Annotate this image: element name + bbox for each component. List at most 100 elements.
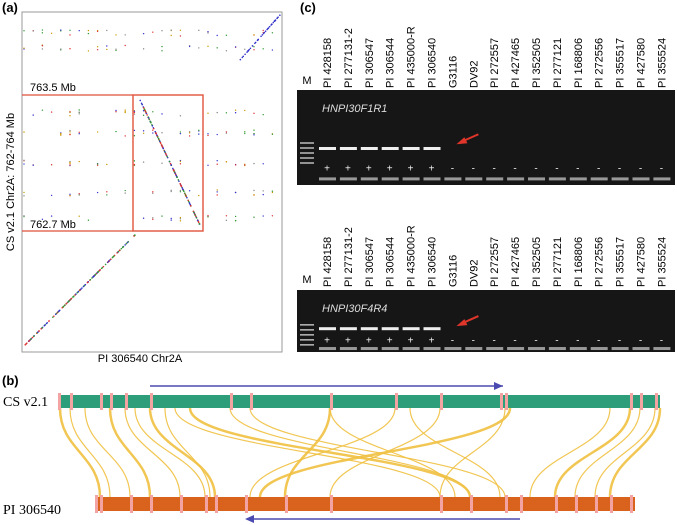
ladder-band: [300, 329, 314, 331]
dot: [37, 331, 39, 333]
lane-label: PI 306540: [427, 237, 439, 287]
dot: [273, 20, 276, 23]
x-axis-label: PI 306540 Chr2A: [98, 353, 183, 365]
dot: [179, 189, 182, 192]
dot: [179, 29, 182, 31]
dot: [43, 324, 46, 327]
dot: [68, 300, 70, 302]
block: [395, 393, 398, 410]
block: [630, 495, 633, 513]
band: [402, 147, 420, 150]
dot: [64, 304, 66, 306]
dot: [198, 29, 200, 32]
dot: [78, 131, 80, 134]
dot: [33, 335, 35, 337]
dot: [234, 46, 237, 48]
dot: [60, 29, 62, 31]
ladder-band: [300, 162, 314, 164]
dot: [77, 290, 80, 293]
score: -: [513, 335, 516, 346]
dot: [89, 278, 92, 281]
dot: [148, 118, 151, 121]
score: +: [366, 164, 372, 175]
dot: [143, 108, 146, 110]
dot: [41, 32, 44, 34]
dot: [225, 112, 228, 114]
score: +: [366, 335, 372, 346]
dot: [78, 113, 80, 115]
lane-label: PI 428158: [322, 38, 334, 88]
ladder-band: [300, 147, 314, 149]
dot: [262, 29, 264, 32]
dot: [157, 138, 160, 140]
dot: [23, 195, 25, 197]
dot: [198, 133, 200, 135]
dot: [133, 160, 136, 162]
band: [319, 347, 336, 351]
lane-label: PI 306547: [364, 38, 376, 88]
dot: [115, 49, 117, 52]
dot: [87, 50, 90, 52]
dot: [207, 31, 209, 33]
y-axis-label: CS v2.1 Chr2A: 762-764 Mb: [5, 113, 17, 251]
band: [569, 177, 587, 181]
dot: [142, 106, 145, 109]
dot: [216, 111, 218, 114]
gel-name: HNPI30F1R1: [322, 103, 387, 115]
marker-label: 762.7 Mb: [30, 219, 76, 231]
dot: [41, 45, 44, 47]
dot: [183, 192, 186, 194]
link: [258, 407, 512, 498]
dot: [188, 135, 191, 137]
dot: [188, 131, 191, 133]
dot: [216, 194, 218, 196]
dot: [161, 146, 164, 148]
block: [520, 495, 523, 513]
band: [611, 347, 629, 351]
dot: [69, 193, 71, 196]
lane-label: M: [302, 274, 311, 286]
dot: [69, 48, 71, 50]
dot: [276, 17, 278, 20]
dot: [207, 133, 209, 135]
dot: [69, 160, 71, 163]
dot: [78, 160, 80, 163]
dot: [247, 50, 249, 52]
dot: [244, 53, 246, 56]
score: +: [408, 335, 414, 346]
dot: [179, 220, 182, 222]
ladder-band: [300, 142, 314, 144]
lane-label: PI 355517: [615, 237, 627, 287]
dot: [244, 131, 246, 133]
link: [249, 407, 396, 498]
dot: [78, 109, 80, 111]
link: [108, 407, 152, 498]
dot: [60, 48, 62, 50]
synteny-links: [58, 407, 662, 498]
score: +: [345, 335, 351, 346]
score: -: [555, 335, 558, 346]
link: [409, 407, 501, 498]
lane-label: PI 277131-2: [343, 227, 355, 287]
link: [148, 407, 217, 498]
dot: [81, 287, 83, 289]
dot: [92, 275, 95, 278]
dot: [32, 164, 34, 166]
band: [402, 347, 420, 351]
dot: [96, 30, 99, 33]
dot: [41, 326, 44, 329]
dot: [23, 47, 25, 49]
dot: [115, 130, 117, 133]
dot: [188, 202, 191, 205]
block: [150, 393, 153, 410]
dot: [133, 110, 136, 112]
block: [440, 495, 443, 513]
score: -: [493, 164, 496, 175]
dot: [253, 162, 255, 165]
lane-label: M: [302, 75, 311, 87]
block: [655, 393, 658, 410]
dot: [253, 112, 255, 115]
block: [215, 495, 218, 513]
score: -: [451, 164, 454, 175]
